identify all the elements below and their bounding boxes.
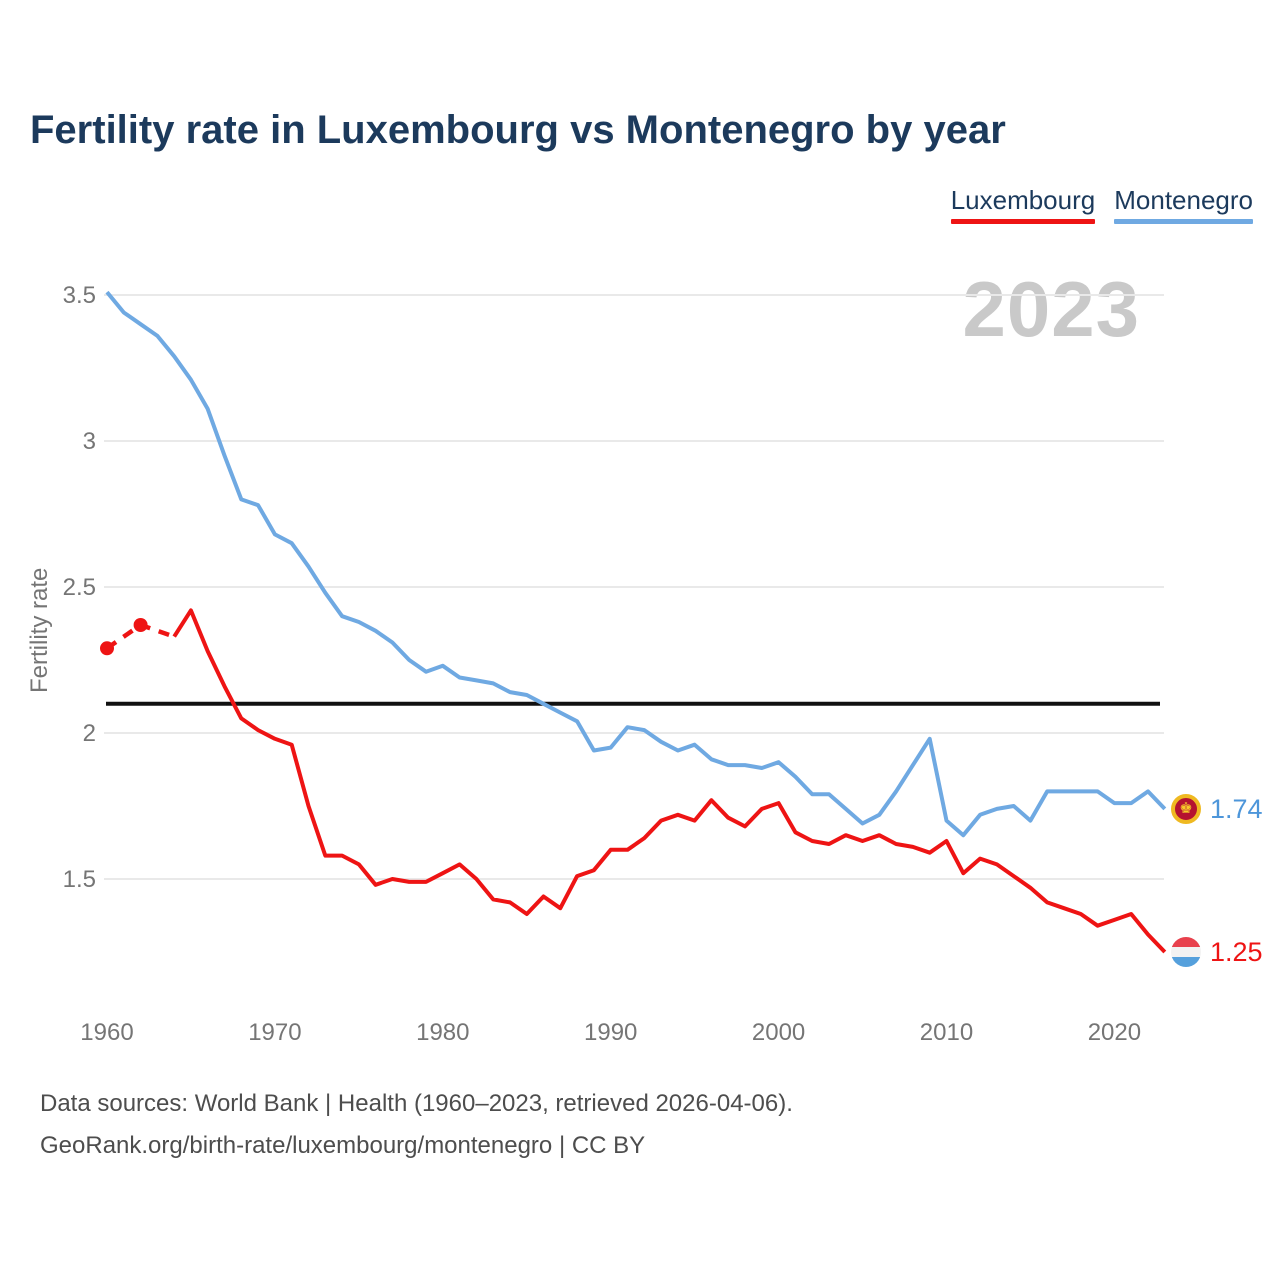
montenegro-eagle-emblem: ♚ xyxy=(1179,800,1193,817)
x-tick-label: 1960 xyxy=(80,1019,133,1046)
y-tick-label: 3.5 xyxy=(63,282,96,309)
luxembourg-flag-icon xyxy=(1171,937,1201,967)
y-tick-label: 3 xyxy=(83,428,96,455)
footer: Data sources: World Bank | Health (1960–… xyxy=(40,1083,793,1167)
luxembourg-end-value: 1.25 xyxy=(1210,937,1263,967)
y-tick-label: 2 xyxy=(83,720,96,747)
x-tick-label: 1990 xyxy=(584,1019,637,1046)
series-lines xyxy=(100,290,1167,954)
montenegro-flag-icon: ♚ xyxy=(1171,794,1201,824)
x-tick-label: 2010 xyxy=(920,1019,973,1046)
legend-item-montenegro[interactable]: Montenegro xyxy=(1114,186,1253,224)
legend: Luxembourg Montenegro xyxy=(950,185,1253,224)
legend-label-montenegro: Montenegro xyxy=(1114,185,1253,215)
legend-underline-luxembourg xyxy=(950,218,1096,224)
gridlines xyxy=(104,294,1164,880)
y-tick-label: 1.5 xyxy=(63,866,96,893)
luxembourg-series-line xyxy=(172,608,1167,954)
x-tick-label: 2020 xyxy=(1088,1019,1141,1046)
luxembourg-data-marker xyxy=(100,641,114,656)
x-tick-label: 1980 xyxy=(416,1019,469,1046)
footer-data-sources: Data sources: World Bank | Health (1960–… xyxy=(40,1090,793,1117)
legend-underline-montenegro xyxy=(1114,218,1253,224)
page-title: Fertility rate in Luxembourg vs Monteneg… xyxy=(30,108,1006,152)
y-tick-labels: 1.5 2 2.5 3 3.5 xyxy=(63,282,96,893)
montenegro-end-value: 1.74 xyxy=(1210,794,1263,824)
year-watermark: 2023 xyxy=(962,265,1140,353)
luxembourg-end-label: 1.25 xyxy=(1171,937,1263,967)
montenegro-series-line xyxy=(105,290,1167,838)
montenegro-end-label: ♚ 1.74 xyxy=(1171,794,1263,824)
legend-item-luxembourg[interactable]: Luxembourg xyxy=(950,185,1096,224)
y-tick-label: 2.5 xyxy=(63,574,96,601)
footer-attribution: GeoRank.org/birth-rate/luxembourg/monten… xyxy=(40,1132,646,1159)
luxembourg-data-marker xyxy=(133,618,148,632)
x-tick-label: 2000 xyxy=(752,1019,805,1046)
x-tick-labels: 1960 1970 1980 1990 2000 2010 2020 xyxy=(80,1019,1141,1046)
x-tick-label: 1970 xyxy=(248,1019,301,1046)
legend-label-luxembourg: Luxembourg xyxy=(950,185,1096,215)
